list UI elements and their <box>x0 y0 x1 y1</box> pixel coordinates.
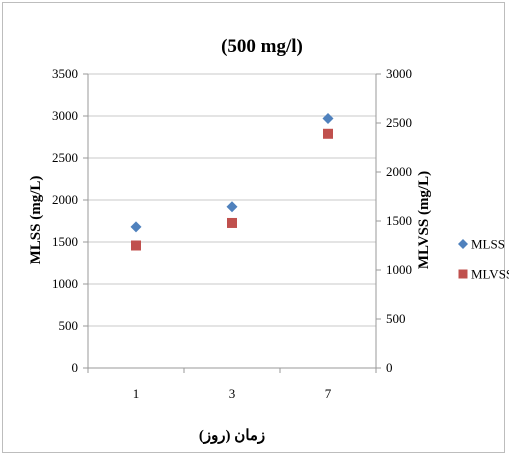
gridlines <box>88 73 376 327</box>
left-tick-label: 1500 <box>52 234 78 249</box>
right-tick-label: 1000 <box>386 262 412 277</box>
left-tick-label: 3000 <box>52 108 78 123</box>
mlss-point <box>322 113 334 125</box>
left-axis-label: MLSS (mg/L) <box>28 176 44 265</box>
right-tick-label: 2000 <box>386 164 412 179</box>
legend: MLSS MLVSS <box>458 237 509 282</box>
mlvss-point <box>323 128 333 139</box>
x-axis-label: زمان (روز) <box>199 428 265 444</box>
legend-marker-mlvss <box>458 269 468 279</box>
right-tick-label: 1500 <box>386 213 412 228</box>
left-tick-label: 2500 <box>52 150 78 165</box>
mlss-point <box>130 221 142 233</box>
x-tick-label: 3 <box>229 386 236 401</box>
right-tick-label: 0 <box>386 360 393 375</box>
x-tick-label: 1 <box>133 386 140 401</box>
left-axis-ticks: 0 500 1000 1500 2000 2500 3000 3500 <box>52 66 88 375</box>
left-tick-label: 1000 <box>52 276 78 291</box>
right-tick-label: 500 <box>386 311 406 326</box>
legend-label-mlvss: MLVSS <box>471 267 509 282</box>
right-tick-label: 2500 <box>386 115 412 130</box>
right-axis-ticks: 0 500 1000 1500 2000 2500 3000 <box>376 66 412 375</box>
mlss-point <box>226 201 238 213</box>
chart-frame <box>2 2 505 453</box>
mlvss-point <box>131 240 141 251</box>
left-tick-label: 3500 <box>52 66 78 81</box>
legend-label-mlss: MLSS <box>471 237 505 252</box>
mlvss-point <box>227 217 237 228</box>
chart-title: (500 mg/l) <box>221 36 303 57</box>
right-axis-label: MLVSS (mg/L) <box>416 171 432 269</box>
left-tick-label: 500 <box>59 318 79 333</box>
left-tick-label: 0 <box>72 360 79 375</box>
legend-marker-mlss <box>458 239 468 249</box>
x-axis-ticks: 1 3 7 <box>87 368 377 401</box>
x-tick-label: 7 <box>325 386 332 401</box>
data-points <box>130 113 334 251</box>
left-tick-label: 2000 <box>52 192 78 207</box>
right-tick-label: 3000 <box>386 66 412 81</box>
